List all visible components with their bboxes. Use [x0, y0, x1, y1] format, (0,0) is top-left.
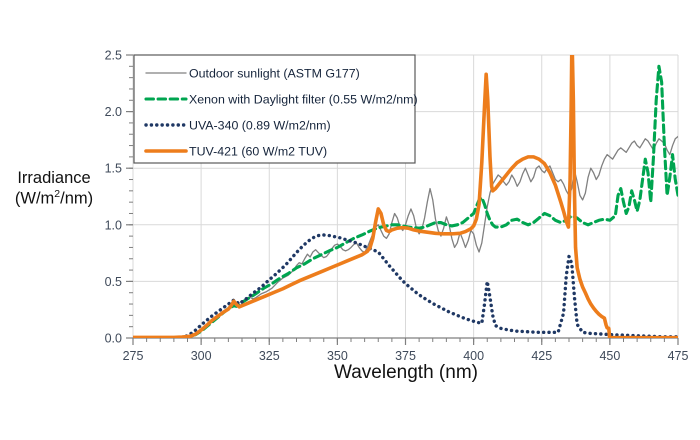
x-tick-label: 375 [395, 349, 416, 363]
y-tick-label: 0.0 [105, 332, 122, 346]
legend-label-3[interactable]: TUV-421 (60 W/m2 TUV) [189, 144, 327, 158]
y-tick-label: 0.5 [105, 275, 122, 289]
minor-tick-marks [126, 54, 679, 345]
x-tick-label: 450 [599, 349, 620, 363]
y-tick-label: 1.0 [105, 218, 122, 232]
x-tick-label: 350 [327, 349, 348, 363]
y-tick-label: 2.5 [105, 49, 122, 63]
x-axis-label: Wavelength (nm) [334, 362, 478, 383]
legend-label-0[interactable]: Outdoor sunlight (ASTM G177) [189, 66, 360, 80]
series-line-tuv_421 [133, 55, 678, 338]
y-axis-label-line2: (W/m2/nm) [2, 188, 106, 209]
y-axis-label-line1: Irradiance [17, 169, 91, 187]
y-axis-units-exponent: 2 [54, 188, 61, 201]
x-tick-label: 425 [531, 349, 552, 363]
x-axis-tick-labels: 275 300 325 350 375 400 425 450 475 [123, 349, 689, 363]
legend-label-2[interactable]: UVA-340 (0.89 W/m2/nm) [189, 118, 331, 132]
x-tick-label: 275 [123, 349, 144, 363]
x-tick-label: 325 [259, 349, 280, 363]
chart-legend[interactable]: Outdoor sunlight (ASTM G177) Xenon with D… [133, 54, 418, 164]
series-line-uva_340 [133, 233, 678, 338]
legend-label-1[interactable]: Xenon with Daylight filter (0.55 W/m2/nm… [189, 92, 418, 106]
y-axis-units-suffix: /nm) [60, 189, 94, 208]
x-tick-label: 300 [191, 349, 212, 363]
y-axis-tick-labels: 0.0 0.5 1.0 1.5 2.0 2.5 [105, 49, 122, 346]
y-axis-units-prefix: (W/m [14, 189, 55, 208]
data-series-layer [133, 55, 678, 338]
x-tick-label: 475 [668, 349, 689, 363]
x-tick-label: 400 [463, 349, 484, 363]
y-axis-label: Irradiance (W/m2/nm) [2, 168, 106, 209]
y-tick-label: 1.5 [105, 162, 122, 176]
y-tick-label: 2.0 [105, 105, 122, 119]
